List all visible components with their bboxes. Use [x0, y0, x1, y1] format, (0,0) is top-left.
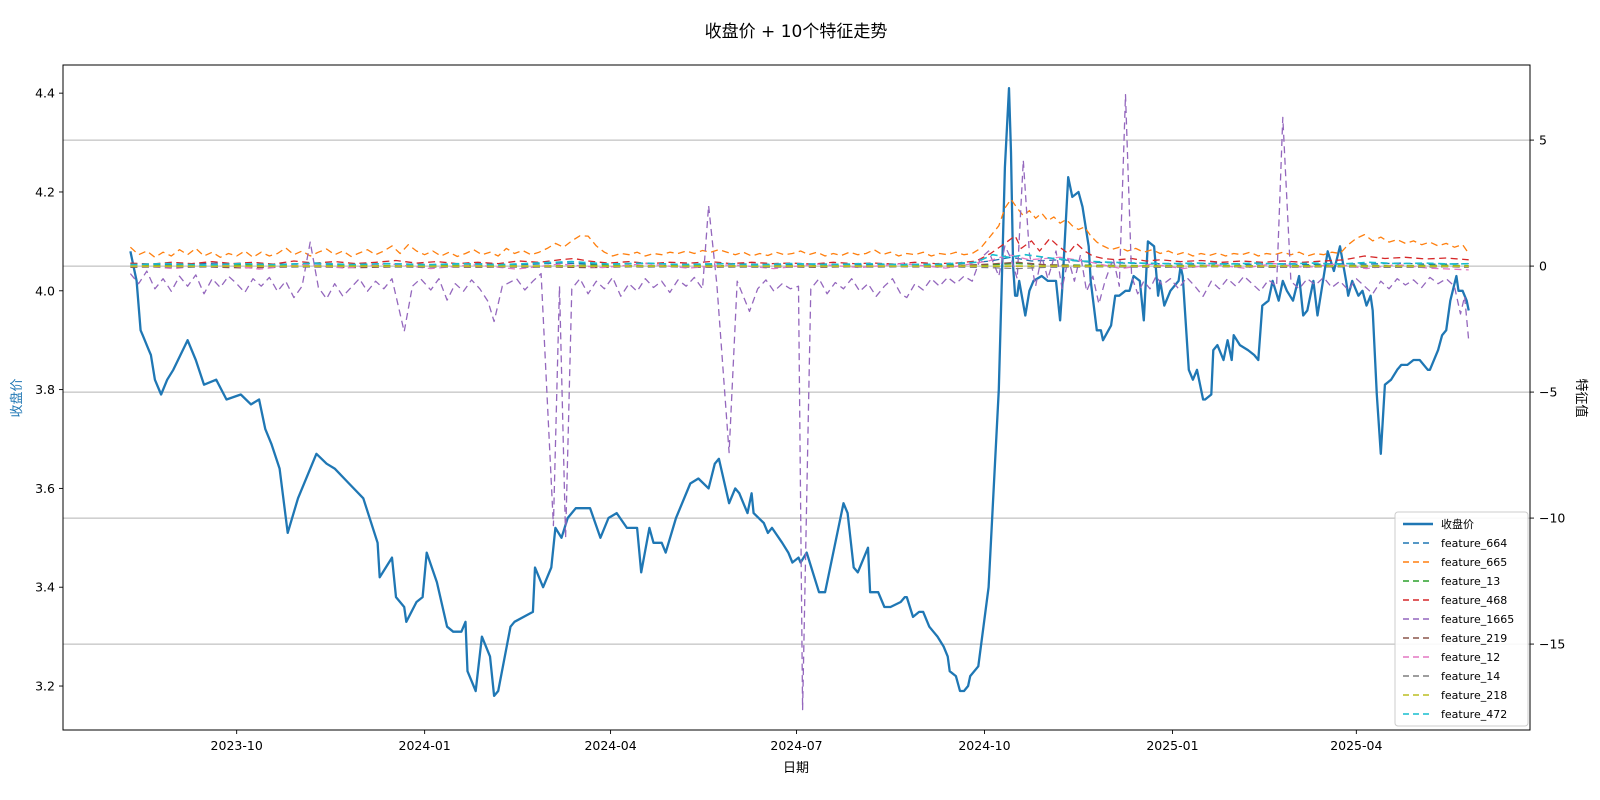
- legend-label: 收盘价: [1441, 517, 1474, 531]
- x-tick-label: 2025-01: [1146, 738, 1198, 753]
- series-feature_468: [130, 235, 1469, 265]
- legend: 收盘价 feature_664 feature_665 feature_13featu…: [1394, 511, 1529, 727]
- legend-label: feature_12: [1441, 651, 1500, 664]
- x-axis-label: 日期: [783, 761, 809, 776]
- legend-label: feature_219: [1441, 632, 1507, 645]
- right-tick-label: 5: [1539, 133, 1547, 148]
- legend-label: feature_665: [1441, 556, 1507, 569]
- left-tick-label: 4.2: [35, 184, 55, 199]
- x-tick-label: 2025-04: [1330, 738, 1382, 753]
- x-tick-label: 2024-07: [770, 738, 822, 753]
- left-tick-label: 3.8: [35, 382, 55, 397]
- x-tick-label: 2024-01: [399, 738, 451, 753]
- left-tick-label: 4.0: [35, 283, 55, 298]
- series-feature_472: [130, 253, 1469, 266]
- right-tick-label: −10: [1539, 511, 1565, 526]
- legend-label: feature_13: [1441, 575, 1500, 588]
- x-tick-label: 2024-10: [958, 738, 1010, 753]
- legend-label: feature_468: [1441, 594, 1507, 607]
- right-y-axis-label: 特征值: [1573, 378, 1589, 417]
- plot-border: [62, 64, 1531, 731]
- legend-box: [1394, 511, 1529, 727]
- left-y-axis-label: 收盘价: [9, 378, 25, 417]
- chart-title: 收盘价 + 10个特征走势: [705, 22, 888, 42]
- legend-label: feature_472: [1441, 708, 1507, 721]
- right-tick-label: 0: [1539, 259, 1547, 274]
- x-tick-label: 2023-10: [211, 738, 263, 753]
- legend-label: feature_218: [1441, 689, 1507, 702]
- left-tick-label: 3.2: [35, 679, 55, 694]
- legend-label: feature_664: [1441, 537, 1507, 550]
- plot-area: 4.4 4.2 4.0 3.8 3.6 3.4 3.2 5 0 −5 −10 −15 2023-10 20…: [35, 64, 1565, 753]
- right-tick-label: −15: [1539, 637, 1565, 652]
- left-tick-label: 3.4: [35, 580, 55, 595]
- right-tick-label: −5: [1539, 385, 1557, 400]
- left-tick-label: 3.6: [35, 481, 55, 496]
- legend-label: feature_14: [1441, 670, 1500, 683]
- legend-label: feature_1665: [1441, 613, 1514, 626]
- left-tick-label: 4.4: [35, 86, 55, 101]
- series-feature_1665: [129, 94, 1470, 711]
- x-tick-label: 2024-04: [584, 738, 636, 753]
- series-feature_665: [129, 198, 1470, 258]
- series-收盘价: [129, 87, 1470, 698]
